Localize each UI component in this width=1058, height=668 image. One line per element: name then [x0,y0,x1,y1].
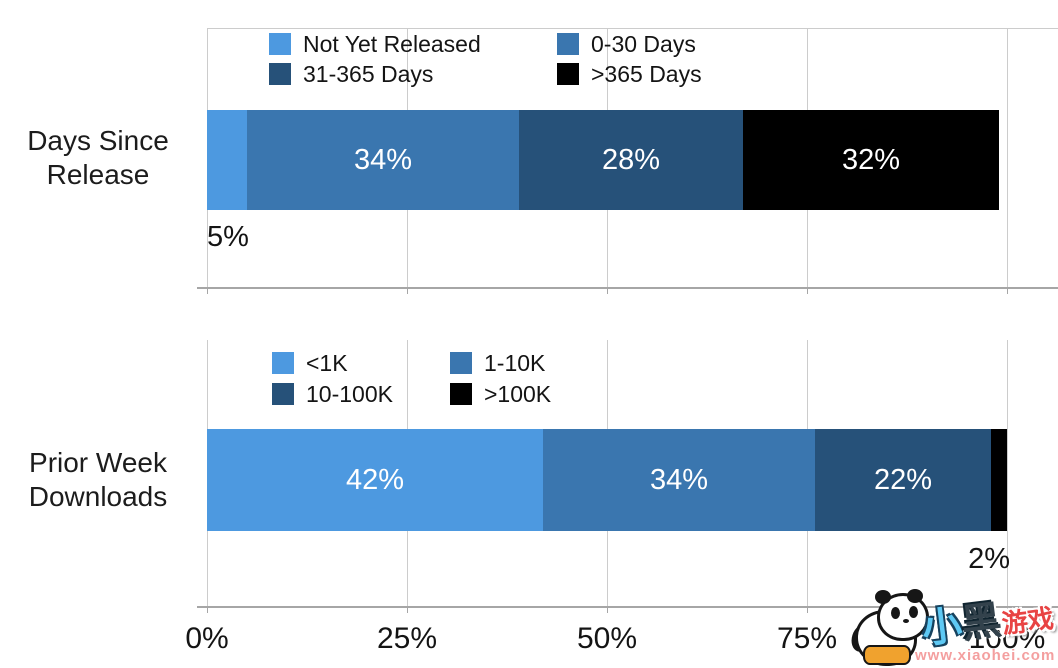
bar-segment [207,110,247,210]
legend-label: 31-365 Days [303,60,434,87]
gridline [1007,28,1008,287]
legend-swatch [450,352,472,374]
watermark-url: www.xiaohei.com [915,647,1056,664]
x-axis-line [197,287,1058,289]
x-axis-tick-label-75: 75% [776,622,838,655]
panda-icon [848,589,929,666]
category-label-prior-week-downloads: Prior Week Downloads [4,446,192,514]
category-line: Release [46,159,150,190]
axis-tick [1007,606,1008,613]
plot-top-border [207,28,1058,29]
axis-tick [407,606,408,613]
segment-label-below-over-100k: 2% [968,543,1010,575]
watermark-brand-char-2: 黑 [959,598,1005,647]
legend-label: 10-100K [306,380,393,407]
bar-segment: 22% [815,429,991,531]
watermark-brand-char-1: 小 [919,603,965,652]
legend-item: 31-365 Days [269,60,434,87]
segment-label-below-not-yet-released: 5% [207,221,249,253]
bar-segment-label: 22% [873,463,933,496]
legend-item: 10-100K [272,380,393,407]
legend-label: >100K [484,380,552,407]
axis-tick [1007,287,1008,294]
category-label-days-since-release: Days Since Release [4,124,192,192]
x-axis-line [197,606,1058,608]
bar-segment-label: 34% [353,143,413,176]
axis-tick [807,606,808,613]
legend-label: Not Yet Released [303,30,481,57]
legend-label: <1K [306,349,348,376]
legend-item: >100K [450,380,552,407]
bar-segment-label: 32% [841,143,901,176]
x-axis-tick-label-100: 100% [968,622,1046,655]
legend-item: <1K [272,349,348,376]
axis-tick [607,606,608,613]
legend-swatch [272,352,294,374]
legend-swatch [557,63,579,85]
watermark-brand-text: 小黑游戏 [918,581,1056,655]
legend-swatch [269,33,291,55]
watermark-brand-suffix: 游戏 [1000,603,1056,640]
legend-item: 1-10K [450,349,546,376]
axis-tick [207,606,208,613]
bar-segment: 32% [743,110,999,210]
stacked-bar-days-since-release: 34% 28% 32% [207,110,1007,210]
legend-item: >365 Days [557,60,702,87]
bar-segment-label: 28% [601,143,661,176]
x-axis-tick-label-50: 50% [576,622,638,655]
legend-label: >365 Days [591,60,702,87]
bar-segment: 34% [543,429,815,531]
legend-label: 1-10K [484,349,546,376]
axis-tick [207,287,208,294]
watermark-xiaohei: 小黑游戏 www.xiaohei.com [848,589,1058,668]
legend-swatch [269,63,291,85]
legend-swatch [450,383,472,405]
bar-segment: 28% [519,110,743,210]
category-line: Days Since [27,125,169,156]
gridline [1007,340,1008,606]
axis-tick [607,287,608,294]
bar-segment: 42% [207,429,543,531]
x-axis-tick-label-0: 0% [185,622,229,655]
legend-swatch [557,33,579,55]
axis-tick [807,287,808,294]
category-line: Prior Week [29,447,167,478]
stacked-bar-prior-week-downloads: 42% 34% 22% [207,429,1007,531]
bar-segment: 34% [247,110,519,210]
category-line: Downloads [28,481,168,512]
legend-label: 0-30 Days [591,30,696,57]
bar-segment-label: 42% [345,463,405,496]
axis-tick [407,287,408,294]
legend-swatch [272,383,294,405]
legend-item: 0-30 Days [557,30,696,57]
x-axis-tick-label-25: 25% [376,622,438,655]
legend-item: Not Yet Released [269,30,481,57]
bar-segment [991,429,1007,531]
bar-segment-label: 34% [649,463,709,496]
